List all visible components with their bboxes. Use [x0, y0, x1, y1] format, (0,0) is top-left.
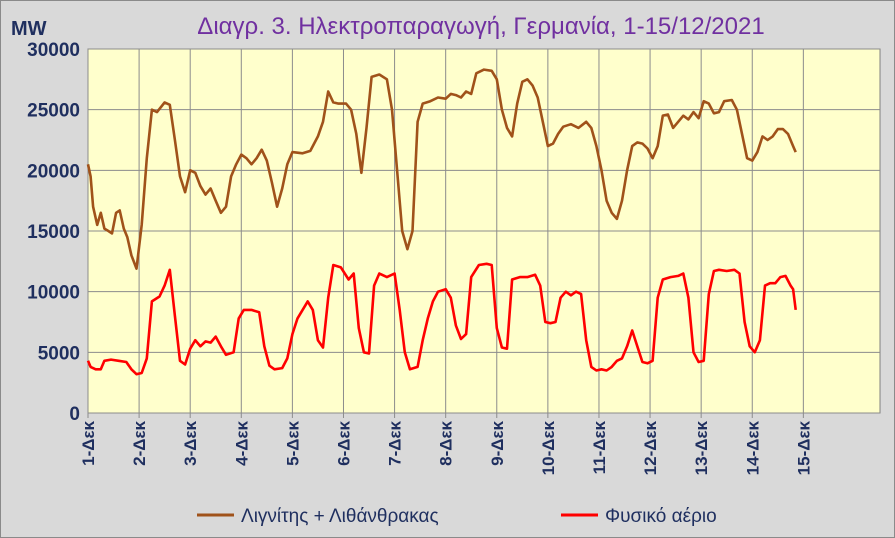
x-tick-label: 3-Δεκ: [181, 420, 200, 465]
legend-label-lignite: Λιγνίτης + Λιθάνθρακας: [241, 506, 439, 527]
x-tick-label: 9-Δεκ: [488, 420, 507, 465]
y-tick-label: 30000: [27, 40, 80, 61]
y-tick-label: 10000: [27, 283, 80, 304]
y-tick-label: 5000: [38, 343, 80, 364]
x-tick-label: 2-Δεκ: [130, 420, 149, 465]
x-tick-label: 8-Δεκ: [437, 420, 456, 465]
x-tick-label: 11-Δεκ: [590, 420, 609, 474]
x-tick-label: 12-Δεκ: [641, 420, 660, 475]
x-tick-label: 1-Δεκ: [79, 420, 98, 465]
y-axis-unit: MW: [11, 18, 47, 40]
x-tick-label: 15-Δεκ: [794, 420, 813, 475]
legend: Λιγνίτης + Λιθάνθρακας Φυσικό αέριο: [197, 506, 717, 527]
legend-label-gas: Φυσικό αέριο: [605, 506, 717, 527]
x-axis-ticks: 1-Δεκ 2-Δεκ 3-Δεκ 4-Δεκ 5-Δεκ 6-Δεκ 7-Δεκ 8-Δεκ…: [79, 420, 813, 475]
chart-title: Διαγρ. 3. Ηλεκτροπαραγωγή, Γερμανία, 1-1…: [197, 13, 764, 40]
series-line-1: [86, 262, 797, 376]
y-tick-label: 25000: [27, 101, 80, 122]
x-tick-label: 4-Δεκ: [232, 420, 251, 465]
y-tick-label: 15000: [27, 222, 80, 243]
grid-lines: [87, 48, 880, 418]
x-tick-label: 13-Δεκ: [692, 420, 711, 475]
x-tick-label: 10-Δεκ: [539, 420, 558, 475]
x-tick-label: 7-Δεκ: [386, 420, 405, 465]
x-tick-label: 6-Δεκ: [334, 420, 353, 465]
series-lines: [86, 68, 797, 376]
y-tick-label: 20000: [27, 161, 80, 182]
y-axis-ticks: 0 5000 10000 15000 20000 25000 30000: [27, 40, 80, 425]
series-line-0: [86, 68, 797, 270]
x-tick-label: 14-Δεκ: [743, 420, 762, 475]
y-tick-label: 0: [69, 404, 80, 425]
x-tick-label: 5-Δεκ: [283, 420, 302, 465]
